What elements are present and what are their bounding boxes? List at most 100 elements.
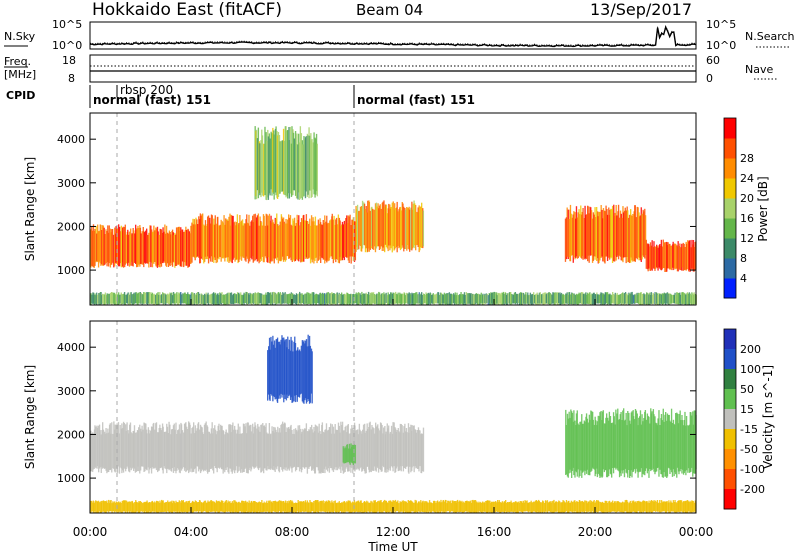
heatmap-cell xyxy=(159,292,161,304)
heatmap-cell xyxy=(610,501,612,512)
heatmap-cell xyxy=(654,501,656,511)
heatmap-cell xyxy=(181,229,183,267)
heatmap-cell xyxy=(609,416,612,474)
heatmap-cell xyxy=(609,209,611,257)
heatmap-cell xyxy=(530,500,532,513)
heatmap-cell xyxy=(354,502,357,513)
heatmap-cell xyxy=(257,423,259,469)
heatmap-cell xyxy=(335,293,337,305)
heatmap-cell xyxy=(115,501,118,512)
heatmap-cell xyxy=(255,425,257,468)
heatmap-cell xyxy=(310,215,313,260)
heatmap-cell xyxy=(410,207,412,250)
heatmap-cell xyxy=(393,292,395,305)
heatmap-cell xyxy=(218,430,221,469)
colorbar-segment xyxy=(724,469,736,490)
heatmap-cell xyxy=(302,144,304,197)
heatmap-cell xyxy=(379,422,382,470)
heatmap-cell xyxy=(127,501,129,512)
heatmap-cell xyxy=(323,293,325,304)
noise-frame xyxy=(89,21,697,50)
heatmap-cell xyxy=(259,143,261,196)
heatmap-cell xyxy=(399,207,401,248)
nave-label: Nave xyxy=(745,63,773,76)
heatmap-cell xyxy=(138,292,140,304)
heatmap-cell xyxy=(301,293,303,304)
heatmap-cell xyxy=(692,293,694,305)
heatmap-cell xyxy=(109,293,112,304)
heatmap-cell xyxy=(679,292,681,304)
heatmap-cell xyxy=(287,293,290,305)
heatmap-cell xyxy=(181,229,184,262)
heatmap-cell xyxy=(630,503,633,513)
heatmap-cell xyxy=(263,215,265,263)
heatmap-cell xyxy=(146,292,149,305)
heatmap-cell xyxy=(141,425,143,467)
heatmap-cell xyxy=(305,502,307,512)
heatmap-cell xyxy=(575,294,577,305)
heatmap-cell xyxy=(625,210,627,264)
heatmap-cell xyxy=(251,293,253,305)
heatmap-cell xyxy=(205,421,207,470)
heatmap-cell xyxy=(117,228,119,265)
heatmap-cell xyxy=(314,137,316,198)
heatmap-cell xyxy=(180,227,182,267)
heatmap-cell xyxy=(674,500,676,513)
heatmap-cell xyxy=(512,294,514,304)
heatmap-cell xyxy=(389,500,392,512)
heatmap-cell xyxy=(272,127,274,193)
heatmap-cell xyxy=(408,501,410,513)
heatmap-cell xyxy=(404,501,406,512)
heatmap-cell xyxy=(186,294,188,305)
heatmap-cell xyxy=(627,295,629,304)
heatmap-cell xyxy=(677,241,679,272)
heatmap-cell xyxy=(627,501,629,513)
heatmap-cell xyxy=(476,502,478,513)
heatmap-cell xyxy=(580,421,582,471)
heatmap-cell xyxy=(466,293,468,305)
heatmap-cell xyxy=(482,502,484,513)
heatmap-cell xyxy=(134,292,137,304)
heatmap-cell xyxy=(433,500,435,513)
heatmap-cell xyxy=(148,502,150,513)
heatmap-cell xyxy=(559,501,561,513)
heatmap-cell xyxy=(516,293,519,305)
heatmap-cell xyxy=(377,501,379,512)
x-axis-label: Time UT xyxy=(367,540,418,554)
heatmap-cell xyxy=(277,292,280,304)
heatmap-cell xyxy=(372,208,374,250)
heatmap-cell xyxy=(270,292,272,305)
heatmap-cell xyxy=(172,292,175,304)
heatmap-cell xyxy=(642,421,644,474)
heatmap-cell xyxy=(340,225,342,261)
heatmap-cell xyxy=(645,501,647,512)
heatmap-cell xyxy=(274,292,276,305)
heatmap-cell xyxy=(191,428,193,473)
heatmap-cell xyxy=(660,503,662,513)
heatmap-cell xyxy=(186,426,188,472)
heatmap-cell xyxy=(134,233,136,263)
noise-right-label: N.Search xyxy=(745,30,795,43)
heatmap-cell xyxy=(617,501,620,512)
heatmap-cell xyxy=(220,293,222,304)
heatmap-cell xyxy=(270,502,272,513)
heatmap-cell xyxy=(565,217,568,260)
heatmap-cell xyxy=(308,335,311,404)
heatmap-cell xyxy=(222,295,224,304)
heatmap-cell xyxy=(473,500,476,513)
heatmap-cell xyxy=(316,143,318,197)
heatmap-cell xyxy=(615,409,617,470)
freq-tick-top: 18 xyxy=(62,54,76,67)
heatmap-cell xyxy=(136,294,138,305)
heatmap-cell xyxy=(596,500,598,512)
heatmap-cell xyxy=(101,293,104,304)
y-tick-label: 2000 xyxy=(57,220,85,233)
heatmap-cell xyxy=(266,294,268,305)
heatmap-cell xyxy=(384,206,386,253)
heatmap-cell xyxy=(133,503,135,513)
heatmap-cell xyxy=(593,292,595,305)
heatmap-cell xyxy=(346,444,349,463)
heatmap-cell xyxy=(97,231,100,268)
heatmap-cell xyxy=(164,502,166,511)
heatmap-cell xyxy=(588,501,590,512)
